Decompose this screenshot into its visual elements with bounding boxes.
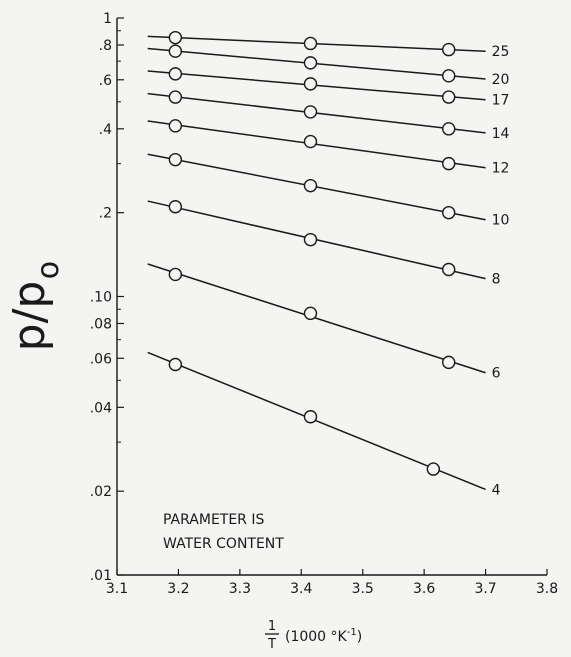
y-tick-label: .08 <box>90 316 112 332</box>
data-point <box>442 355 456 370</box>
annotation-line-2: WATER CONTENT <box>163 536 284 552</box>
y-tick-label: .02 <box>90 484 112 500</box>
series-label-17: 17 <box>492 93 510 109</box>
series-label-25: 25 <box>492 44 510 60</box>
data-point <box>303 36 318 51</box>
series-label-12: 12 <box>492 161 510 177</box>
data-point <box>442 90 456 104</box>
y-tick-label: .01 <box>90 568 112 584</box>
data-point <box>442 205 456 220</box>
y-axis-title: p/p <box>4 281 55 352</box>
x-axis-units-text: (1000 °K <box>285 629 348 645</box>
data-point <box>303 105 318 119</box>
data-point <box>303 232 318 247</box>
y-tick-label: 1 <box>103 11 112 27</box>
y-tick-label: .04 <box>90 400 112 416</box>
series-line-6 <box>147 263 486 374</box>
data-point <box>303 306 318 321</box>
series-label-4: 4 <box>492 482 501 498</box>
data-point <box>303 77 318 91</box>
annotation-line-1: PARAMETER IS <box>163 512 264 528</box>
x-axis-title-units: (1000 °K-1) <box>285 627 362 645</box>
x-tick-label: 3.4 <box>290 581 312 597</box>
data-point <box>168 44 183 58</box>
y-tick-label: .4 <box>99 122 112 138</box>
x-tick-label: 3.7 <box>474 581 496 597</box>
data-point <box>168 119 183 133</box>
series-line-12 <box>147 120 486 169</box>
x-tick-label: 3.5 <box>352 581 374 597</box>
series-label-6: 6 <box>492 366 501 382</box>
data-point <box>442 69 456 83</box>
ticks: 3.1 3.2 3.3 3.4 3.5 3.6 3.7 3.8 1 .8 .6 .4 .2 .10 .08.… <box>90 11 558 597</box>
series-label-20: 20 <box>492 72 510 88</box>
data-point <box>168 30 183 45</box>
data-point <box>303 178 318 193</box>
data-point <box>168 357 183 372</box>
y-tick-label: .8 <box>99 38 112 54</box>
y-tick-label: .2 <box>99 206 112 222</box>
x-tick-label: 3.3 <box>229 581 251 597</box>
data-point <box>168 152 183 167</box>
data-point <box>442 262 456 277</box>
x-axis-title-numerator: 1 <box>268 619 276 634</box>
y-tick-label: .10 <box>90 290 112 306</box>
x-axis-units-close: ) <box>357 629 362 645</box>
data-point <box>303 134 318 149</box>
data-point <box>303 410 318 424</box>
y-axis-title-subscript: o <box>31 261 66 279</box>
x-tick-label: 3.6 <box>413 581 435 597</box>
series-label-8: 8 <box>492 272 501 288</box>
data-point <box>168 267 183 282</box>
data-point <box>426 462 441 476</box>
x-axis-units-superscript: -1 <box>347 627 357 638</box>
x-tick-label: 3.8 <box>536 581 558 597</box>
x-tick-label: 3.1 <box>106 581 128 597</box>
series-label-14: 14 <box>492 126 510 142</box>
data-point <box>168 67 183 81</box>
series-label-10: 10 <box>492 213 510 229</box>
x-tick-label: 3.2 <box>167 581 189 597</box>
data-point <box>303 56 318 70</box>
data-point <box>168 200 183 214</box>
x-axis-title-denominator: T <box>267 637 276 652</box>
data-point <box>442 156 456 171</box>
data-point <box>442 122 456 136</box>
axes <box>116 18 547 576</box>
y-tick-label: .6 <box>99 73 112 89</box>
data-point <box>168 90 183 104</box>
series-group: 25 20 17 14 12 10 8 6 4 <box>147 30 510 498</box>
data-point <box>442 42 456 57</box>
y-tick-label: .06 <box>90 351 112 367</box>
